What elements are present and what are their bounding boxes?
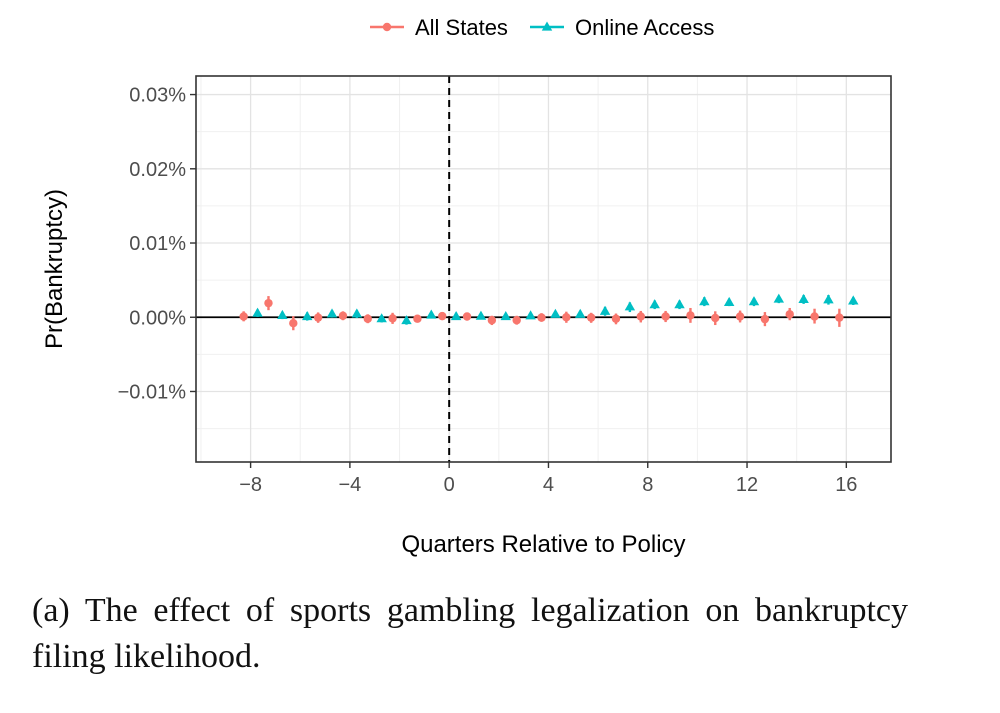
data-point-triangle	[674, 299, 685, 309]
legend: All States Online Access	[370, 15, 714, 40]
data-point-triangle	[525, 310, 536, 320]
data-point-triangle	[624, 301, 636, 311]
legend-key-circle	[382, 22, 392, 32]
data-marks	[239, 293, 859, 331]
data-point-circle	[388, 314, 397, 323]
x-axis-ticks: −8 −4 0 4 8 12 16	[239, 462, 857, 496]
legend-key-triangle	[541, 21, 553, 31]
data-point-triangle	[723, 296, 735, 306]
data-point-triangle	[277, 309, 288, 319]
y-tick-label: −0.01%	[118, 381, 187, 403]
y-tick-label: 0.00%	[129, 307, 186, 329]
data-point-triangle	[773, 293, 785, 303]
data-point-circle	[264, 298, 273, 308]
x-tick-label: −8	[239, 474, 262, 496]
plot-panel	[196, 76, 891, 462]
y-axis-title: Pr(Bankruptcy)	[41, 189, 68, 349]
x-tick-label: 8	[642, 474, 653, 496]
data-point-circle	[835, 313, 844, 322]
data-point-circle	[487, 316, 497, 325]
data-point-triangle	[326, 308, 338, 318]
data-point-circle	[313, 313, 323, 322]
x-tick-label: 4	[543, 474, 554, 496]
x-tick-label: 12	[736, 474, 758, 496]
data-point-triangle	[575, 308, 586, 318]
data-point-circle	[686, 311, 695, 320]
data-point-circle	[636, 312, 645, 321]
data-point-circle	[735, 312, 745, 321]
data-point-triangle	[301, 311, 313, 321]
series-0	[239, 296, 844, 331]
legend-label: Online Access	[575, 15, 714, 40]
data-point-circle	[363, 314, 372, 323]
data-point-triangle	[599, 305, 611, 315]
plot-frame	[195, 75, 892, 463]
data-point-triangle	[748, 296, 760, 306]
data-point-triangle	[426, 309, 437, 319]
data-point-circle	[462, 312, 472, 321]
x-tick-label: 16	[835, 474, 857, 496]
legend-item-1: Online Access	[530, 15, 714, 40]
data-point-circle	[661, 312, 670, 321]
series-1	[252, 293, 859, 325]
data-point-circle	[512, 316, 521, 325]
data-point-triangle	[351, 308, 363, 318]
data-point-triangle	[401, 315, 412, 325]
data-point-circle	[438, 311, 447, 321]
data-point-triangle	[699, 296, 710, 306]
data-point-circle	[289, 318, 298, 328]
figure-caption: (a) The effect of sports gambling legali…	[32, 592, 908, 675]
x-axis-title: Quarters Relative to Policy	[401, 531, 685, 558]
y-tick-label: 0.03%	[129, 85, 186, 107]
x-tick-label: 0	[444, 474, 455, 496]
data-point-circle	[562, 313, 571, 322]
data-point-triangle	[649, 299, 660, 309]
data-point-triangle	[550, 308, 561, 318]
y-tick-label: 0.01%	[129, 233, 186, 255]
data-point-circle	[338, 311, 348, 320]
data-point-circle	[711, 313, 720, 323]
data-point-circle	[785, 310, 794, 319]
data-point-circle	[810, 312, 819, 321]
legend-label: All States	[415, 15, 508, 40]
y-axis-ticks: −0.01% 0.00% 0.01% 0.02% 0.03%	[118, 85, 196, 403]
data-point-circle	[586, 313, 596, 322]
legend-item-0: All States	[370, 15, 508, 40]
x-tick-label: −4	[338, 474, 361, 496]
data-point-triangle	[376, 313, 387, 323]
minor-gridlines	[196, 76, 891, 462]
data-point-triangle	[475, 310, 487, 320]
data-point-circle	[239, 312, 248, 321]
data-point-triangle	[500, 311, 511, 321]
data-point-circle	[413, 314, 422, 323]
data-point-circle	[611, 314, 621, 323]
data-point-triangle	[798, 293, 809, 304]
data-point-triangle	[823, 294, 834, 304]
data-point-circle	[760, 314, 770, 324]
data-point-triangle	[252, 307, 263, 317]
data-point-circle	[537, 313, 546, 322]
data-point-triangle	[450, 311, 462, 321]
y-tick-label: 0.02%	[129, 159, 186, 181]
data-point-triangle	[848, 295, 859, 305]
chart-figure: All States Online Access −0.01% 0.00% 0.01%…	[41, 15, 892, 558]
